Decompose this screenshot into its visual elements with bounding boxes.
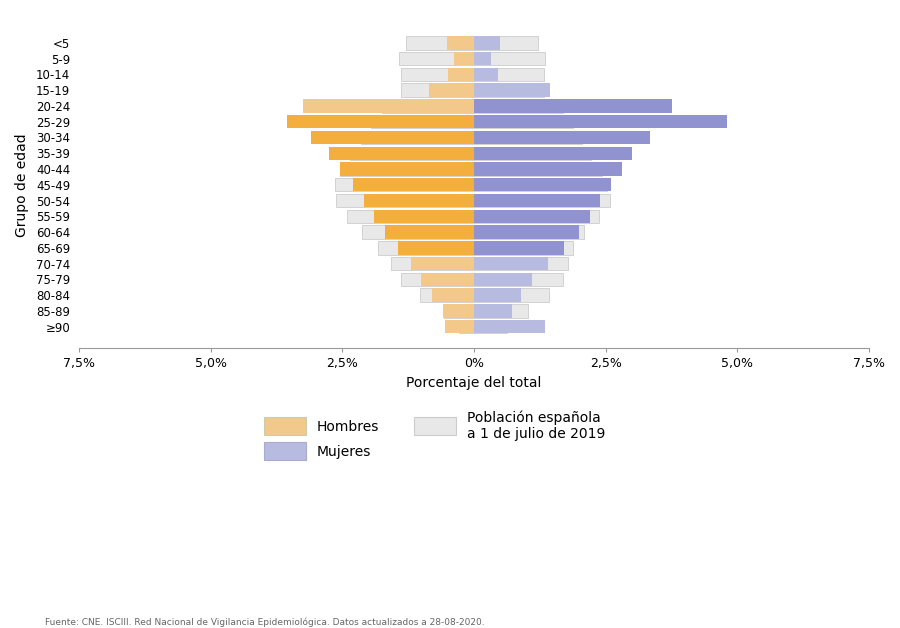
Bar: [444, 304, 474, 318]
Bar: [406, 36, 474, 50]
Bar: [364, 194, 474, 207]
Bar: [474, 115, 727, 128]
Bar: [474, 320, 507, 333]
Bar: [474, 99, 671, 112]
Bar: [474, 52, 491, 65]
Bar: [474, 288, 521, 302]
Bar: [474, 273, 532, 286]
Bar: [346, 210, 474, 223]
Bar: [474, 84, 551, 97]
Bar: [411, 257, 474, 270]
Bar: [474, 320, 545, 333]
Bar: [474, 241, 563, 254]
Bar: [454, 52, 474, 65]
Y-axis label: Grupo de edad: Grupo de edad: [15, 133, 29, 237]
Bar: [474, 162, 601, 176]
Bar: [401, 68, 474, 81]
Bar: [474, 36, 500, 50]
Bar: [329, 146, 474, 160]
Bar: [474, 178, 611, 192]
Bar: [420, 288, 474, 302]
Bar: [391, 257, 474, 270]
Bar: [474, 304, 527, 318]
Bar: [474, 194, 600, 207]
Bar: [474, 131, 582, 144]
Bar: [340, 162, 474, 176]
Bar: [474, 210, 599, 223]
Bar: [421, 273, 474, 286]
Bar: [474, 131, 651, 144]
Bar: [374, 210, 474, 223]
Bar: [474, 99, 671, 112]
Bar: [474, 115, 573, 128]
Bar: [474, 52, 545, 65]
Bar: [378, 241, 474, 254]
Bar: [329, 146, 474, 160]
Bar: [303, 99, 474, 112]
Legend: Hombres, Mujeres, Población española
a 1 de julio de 2019: Hombres, Mujeres, Población española a 1…: [258, 404, 611, 465]
Bar: [474, 36, 538, 50]
Bar: [429, 84, 474, 97]
Bar: [474, 146, 632, 160]
Bar: [459, 320, 474, 333]
Bar: [474, 273, 562, 286]
Bar: [335, 178, 474, 192]
Bar: [474, 225, 580, 239]
Bar: [337, 194, 474, 207]
Bar: [474, 162, 622, 176]
Bar: [474, 210, 590, 223]
Bar: [310, 131, 474, 144]
Bar: [474, 99, 562, 112]
Bar: [340, 162, 474, 176]
Bar: [448, 68, 474, 81]
Bar: [474, 178, 607, 192]
Bar: [350, 146, 474, 160]
Bar: [340, 162, 474, 176]
Bar: [382, 99, 474, 112]
Bar: [474, 68, 544, 81]
Bar: [474, 162, 622, 176]
Bar: [443, 304, 474, 318]
Bar: [474, 210, 590, 223]
Bar: [372, 115, 474, 128]
Bar: [474, 84, 544, 97]
Bar: [474, 225, 580, 239]
Bar: [474, 68, 498, 81]
Bar: [474, 257, 548, 270]
Bar: [401, 273, 474, 286]
Bar: [474, 288, 549, 302]
Bar: [474, 194, 610, 207]
Bar: [398, 241, 474, 254]
Bar: [361, 131, 474, 144]
Bar: [446, 36, 474, 50]
Bar: [384, 225, 474, 239]
Text: Fuente: CNE. ISCIII. Red Nacional de Vigilancia Epidemiológica. Datos actualizad: Fuente: CNE. ISCIII. Red Nacional de Vig…: [45, 617, 484, 627]
Bar: [432, 288, 474, 302]
Bar: [374, 210, 474, 223]
Bar: [474, 225, 583, 239]
Bar: [353, 178, 474, 192]
Bar: [474, 131, 651, 144]
Bar: [401, 84, 474, 97]
Bar: [363, 225, 474, 239]
Bar: [474, 241, 563, 254]
Bar: [474, 304, 512, 318]
Bar: [353, 178, 474, 192]
Bar: [287, 115, 474, 128]
Bar: [384, 225, 474, 239]
X-axis label: Porcentaje del total: Porcentaje del total: [407, 376, 542, 390]
Bar: [400, 52, 474, 65]
Bar: [474, 178, 611, 192]
Bar: [364, 194, 474, 207]
Bar: [446, 320, 474, 333]
Bar: [474, 146, 591, 160]
Bar: [474, 115, 727, 128]
Bar: [287, 115, 474, 128]
Bar: [310, 131, 474, 144]
Bar: [474, 146, 632, 160]
Bar: [474, 241, 573, 254]
Bar: [474, 257, 568, 270]
Bar: [474, 194, 600, 207]
Bar: [398, 241, 474, 254]
